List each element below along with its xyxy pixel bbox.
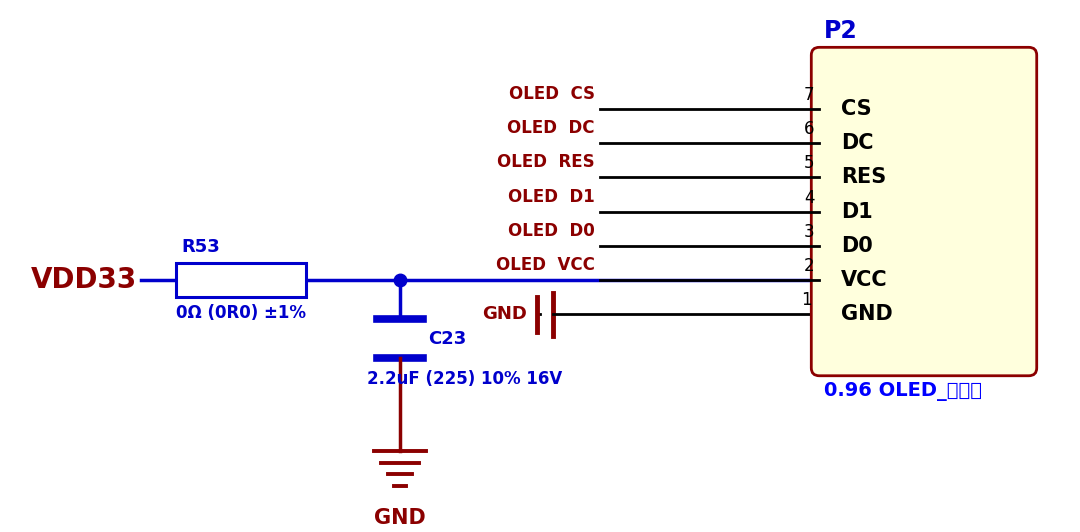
- Text: DC: DC: [841, 133, 874, 153]
- Text: OLED  D1: OLED D1: [508, 188, 595, 206]
- Text: 2.2uF (225) 10% 16V: 2.2uF (225) 10% 16V: [367, 370, 563, 388]
- Text: OLED  D0: OLED D0: [508, 222, 595, 240]
- Text: OLED  RES: OLED RES: [497, 153, 595, 171]
- Text: GND: GND: [841, 304, 893, 324]
- Text: 4: 4: [804, 189, 814, 206]
- Text: 1: 1: [800, 292, 811, 309]
- Text: OLED  DC: OLED DC: [508, 119, 595, 137]
- Text: VCC: VCC: [841, 270, 888, 290]
- Text: OLED  VCC: OLED VCC: [496, 256, 595, 274]
- FancyBboxPatch shape: [811, 47, 1037, 376]
- Text: 5: 5: [804, 154, 814, 172]
- Text: D1: D1: [841, 202, 873, 221]
- Text: CS: CS: [841, 99, 872, 119]
- Text: D0: D0: [841, 236, 873, 256]
- Text: 3: 3: [804, 223, 814, 241]
- Text: 7: 7: [804, 86, 814, 104]
- Text: VDD33: VDD33: [31, 266, 137, 294]
- Text: 6: 6: [804, 120, 814, 138]
- Text: 0Ω (0R0) ±1%: 0Ω (0R0) ±1%: [176, 304, 306, 322]
- Text: R53: R53: [181, 237, 219, 255]
- Text: OLED  CS: OLED CS: [509, 85, 595, 103]
- Text: P2: P2: [824, 20, 858, 44]
- Text: 0.96 OLED_中景圆: 0.96 OLED_中景圆: [824, 381, 983, 401]
- Text: C23: C23: [429, 330, 467, 347]
- Text: GND: GND: [375, 508, 427, 528]
- Text: 2: 2: [804, 257, 814, 275]
- Text: GND: GND: [482, 305, 527, 323]
- Bar: [176, 263, 306, 296]
- Text: RES: RES: [841, 168, 887, 187]
